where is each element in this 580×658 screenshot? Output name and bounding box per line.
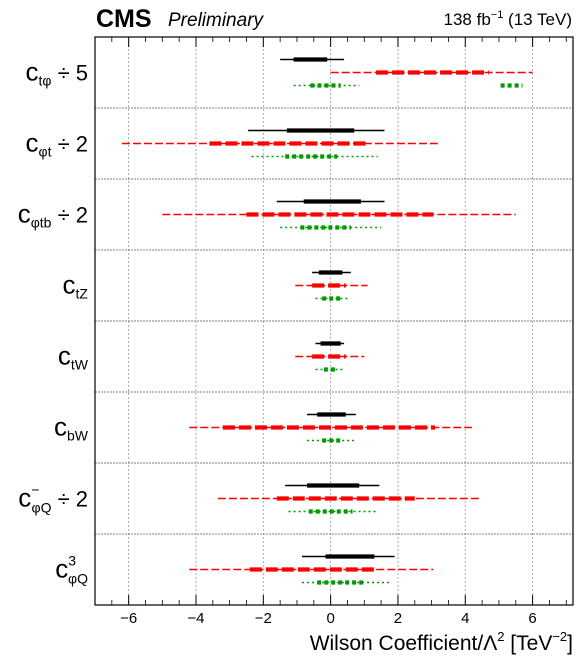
lumi-value: 138 fb xyxy=(444,10,491,29)
row-label-base: c xyxy=(55,554,68,584)
row-label-base: c xyxy=(25,57,38,87)
row-label-superscript: − xyxy=(31,482,39,498)
row-label-suffix: ÷ 5 xyxy=(51,61,88,86)
row-label-base: c xyxy=(18,199,31,229)
x-tick-label: 2 xyxy=(394,610,402,627)
row-label-base: c xyxy=(58,341,71,371)
x-axis-label: Wilson Coefficient/Λ2 [TeV−2] xyxy=(310,629,573,655)
x-tick-label: 0 xyxy=(326,610,334,627)
row-label: ctZ xyxy=(63,270,89,302)
x-axis-label-square: 2 xyxy=(497,629,504,644)
luminosity-label: 138 fb−1 (13 TeV) xyxy=(444,9,572,29)
row-label: cφtb ÷ 2 xyxy=(18,199,88,231)
row-label-base: c xyxy=(18,483,31,513)
row-label-suffix: ÷ 2 xyxy=(51,203,88,228)
plot-frame xyxy=(94,36,574,606)
row-label-superscript: 3 xyxy=(68,553,76,569)
energy-value: (13 TeV) xyxy=(503,10,572,29)
row-label-suffix: ÷ 2 xyxy=(51,487,88,512)
x-axis-label-unit-exp: −2 xyxy=(552,629,567,644)
row-label: cbW xyxy=(54,412,89,444)
row-label: c− φQ ÷ 2 xyxy=(18,482,88,516)
x-tick-label: −4 xyxy=(187,610,204,627)
row-label-subscript: bW xyxy=(67,428,89,444)
row-label: ctW xyxy=(58,341,89,373)
row-label-subscript: tφ xyxy=(38,73,51,89)
x-tick-label: 6 xyxy=(528,610,536,627)
experiment-label: CMS xyxy=(96,5,152,33)
row-label: ctφ ÷ 5 xyxy=(25,57,88,89)
row-label-subscript: φtb xyxy=(31,215,52,231)
row-label-base: c xyxy=(63,270,76,300)
row-label-subscript: φQ xyxy=(31,500,51,516)
x-axis-label-unit: [TeV xyxy=(504,632,552,655)
row-label-base: c xyxy=(54,412,67,442)
row-label-subscript: φt xyxy=(38,144,51,160)
row-label-subscript: tZ xyxy=(76,286,89,302)
row-label-base: c xyxy=(25,128,38,158)
row-label-subscript: φQ xyxy=(68,571,88,587)
row-label: cφt ÷ 2 xyxy=(25,128,88,160)
row-label-subscript: tW xyxy=(71,357,89,373)
row-label-suffix: ÷ 2 xyxy=(51,132,88,157)
x-tick-label: −6 xyxy=(120,610,137,627)
status-label: Preliminary xyxy=(168,10,265,31)
x-axis-label-main: Wilson Coefficient/Λ xyxy=(310,632,498,655)
x-axis-label-close: ] xyxy=(567,632,573,655)
lumi-exponent: −1 xyxy=(491,9,504,21)
x-tick-label: 4 xyxy=(461,610,469,627)
x-tick-label: −2 xyxy=(255,610,272,627)
row-label: c3 φQ xyxy=(55,553,88,587)
